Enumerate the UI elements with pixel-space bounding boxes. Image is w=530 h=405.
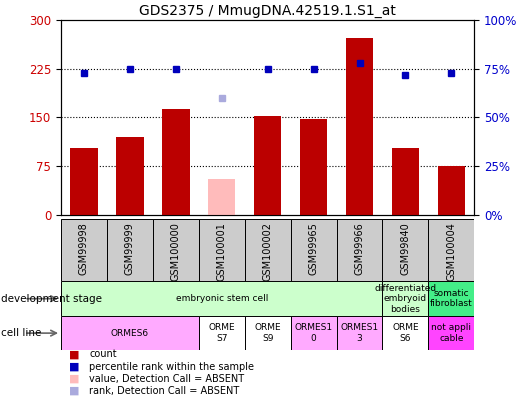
Text: GSM100000: GSM100000 [171, 222, 181, 281]
Bar [428, 219, 474, 281]
Bar [61, 316, 199, 350]
Bar [199, 316, 245, 350]
Text: ORMES1
0: ORMES1 0 [295, 324, 333, 343]
Text: percentile rank within the sample: percentile rank within the sample [89, 362, 254, 371]
Bar [61, 281, 383, 316]
Bar [383, 316, 428, 350]
Text: ORMES6: ORMES6 [111, 328, 149, 338]
Text: somatic
fibroblast: somatic fibroblast [430, 289, 473, 308]
Bar [199, 219, 245, 281]
Text: GSM99998: GSM99998 [79, 222, 89, 275]
Text: not appli
cable: not appli cable [431, 324, 471, 343]
Bar [245, 219, 290, 281]
Text: value, Detection Call = ABSENT: value, Detection Call = ABSENT [89, 374, 244, 384]
Bar [383, 219, 428, 281]
Bar [162, 109, 190, 215]
Bar [254, 116, 281, 215]
Bar [290, 316, 337, 350]
Text: GSM100004: GSM100004 [446, 222, 456, 281]
Text: ■: ■ [69, 362, 80, 371]
Bar [290, 219, 337, 281]
Text: GSM99966: GSM99966 [355, 222, 365, 275]
Bar [116, 137, 144, 215]
Bar [208, 179, 235, 215]
Text: development stage: development stage [1, 294, 102, 304]
Text: GSM99840: GSM99840 [401, 222, 410, 275]
Text: cell line: cell line [1, 328, 41, 338]
Text: GSM100001: GSM100001 [217, 222, 227, 281]
Bar [346, 38, 373, 215]
Text: ORME
S7: ORME S7 [208, 324, 235, 343]
Text: GSM100002: GSM100002 [263, 222, 272, 281]
Bar [392, 148, 419, 215]
Bar [428, 281, 474, 316]
Bar [245, 316, 290, 350]
Text: GSM99999: GSM99999 [125, 222, 135, 275]
Text: ■: ■ [69, 374, 80, 384]
Bar [337, 219, 383, 281]
Text: ORME
S9: ORME S9 [254, 324, 281, 343]
Bar [438, 166, 465, 215]
Text: embryonic stem cell: embryonic stem cell [175, 294, 268, 303]
Title: GDS2375 / MmugDNA.42519.1.S1_at: GDS2375 / MmugDNA.42519.1.S1_at [139, 4, 396, 18]
Text: ORMES1
3: ORMES1 3 [340, 324, 378, 343]
Bar [383, 281, 428, 316]
Text: ■: ■ [69, 350, 80, 359]
Text: ORME
S6: ORME S6 [392, 324, 419, 343]
Bar [61, 219, 107, 281]
Text: differentiated
embryoid
bodies: differentiated embryoid bodies [374, 284, 437, 313]
Text: ■: ■ [69, 386, 80, 396]
Text: GSM99965: GSM99965 [308, 222, 319, 275]
Bar [107, 219, 153, 281]
Bar [70, 148, 98, 215]
Bar [300, 119, 328, 215]
Bar [337, 316, 383, 350]
Bar [153, 219, 199, 281]
Text: rank, Detection Call = ABSENT: rank, Detection Call = ABSENT [89, 386, 239, 396]
Bar [428, 316, 474, 350]
Text: count: count [89, 350, 117, 359]
